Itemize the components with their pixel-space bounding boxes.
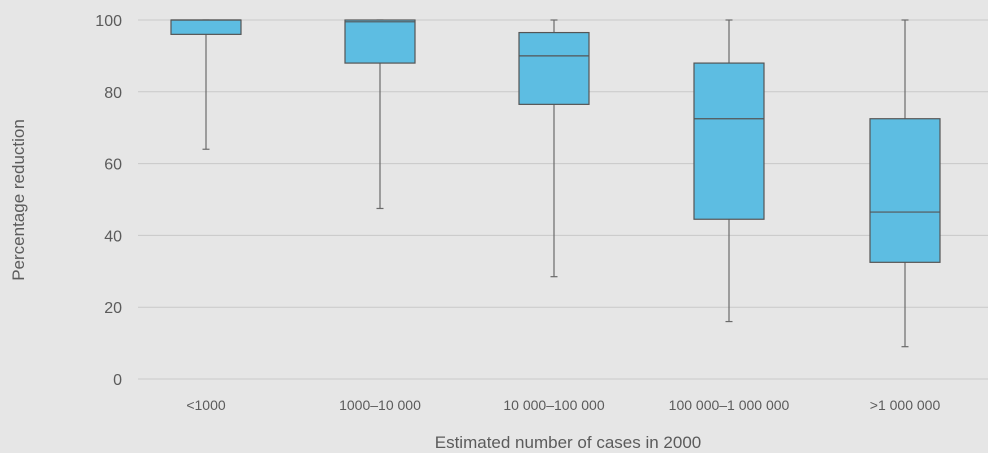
y-axis-title: Percentage reduction <box>9 119 28 281</box>
x-axis-title: Estimated number of cases in 2000 <box>435 433 701 452</box>
y-tick-label: 20 <box>104 300 122 317</box>
y-axis-ticks: 0 20 40 60 80 100 <box>95 13 122 389</box>
x-tick-label: 10 000–100 000 <box>503 397 604 413</box>
y-tick-label: 60 <box>104 157 122 174</box>
x-axis-ticks: <1000 1000–10 000 10 000–100 000 100 000–1 … <box>186 397 940 413</box>
box-group <box>518 19 590 278</box>
y-tick-label: 80 <box>104 85 122 102</box>
x-tick-label: >1 000 000 <box>870 397 941 413</box>
box-iqr <box>518 31 590 105</box>
box-group <box>869 19 941 348</box>
y-tick-label: 40 <box>104 228 122 245</box>
box-iqr <box>693 62 765 220</box>
box-iqr <box>344 19 416 64</box>
y-tick-label: 0 <box>113 372 122 389</box>
box-group <box>170 19 242 150</box>
x-tick-label: <1000 <box>186 397 226 413</box>
x-tick-label: 100 000–1 000 000 <box>669 397 790 413</box>
boxes <box>170 19 941 348</box>
box-group <box>693 19 765 323</box>
box-group <box>344 19 416 210</box>
x-tick-label: 1000–10 000 <box>339 397 421 413</box>
box-iqr <box>869 118 941 263</box>
box-iqr <box>170 19 242 35</box>
y-tick-label: 100 <box>95 13 122 30</box>
